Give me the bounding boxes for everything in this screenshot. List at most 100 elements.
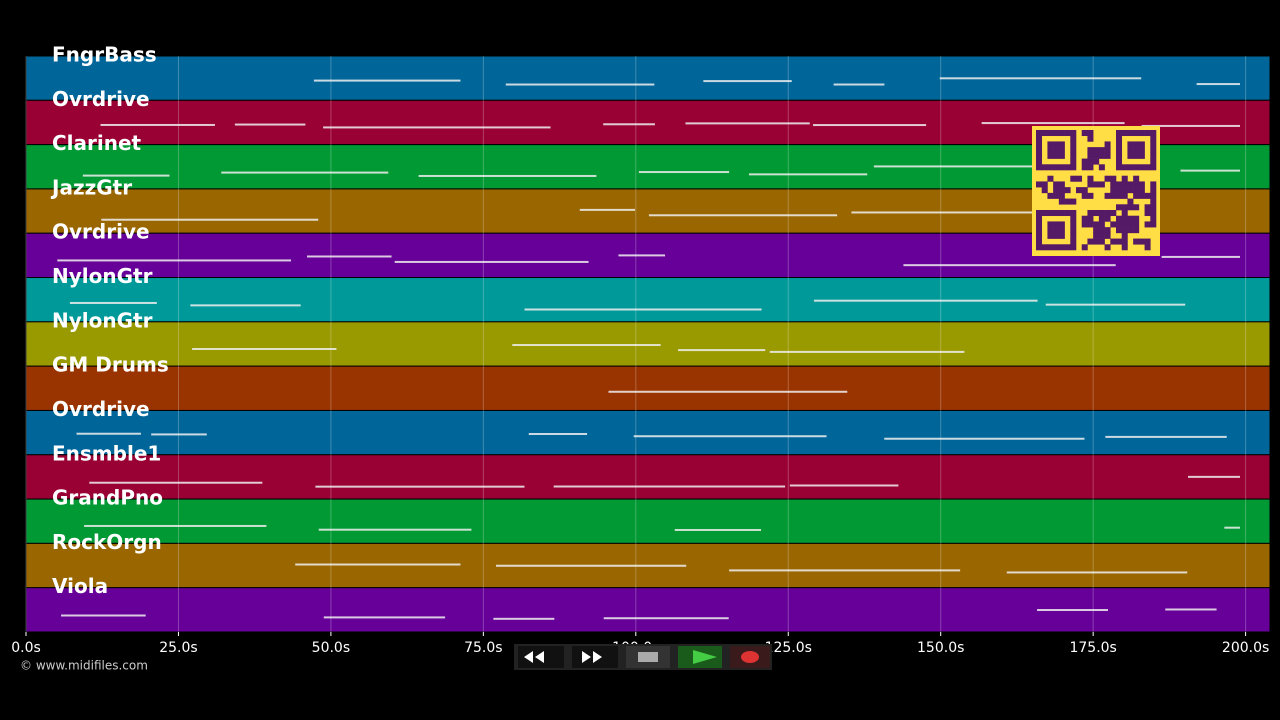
- track-name: GM Drums: [52, 353, 169, 377]
- qr-cell: [1150, 130, 1157, 137]
- qr-cell: [1064, 210, 1071, 217]
- note: [685, 122, 810, 125]
- qr-cell: [1098, 181, 1105, 188]
- qr-cell: [1127, 130, 1134, 137]
- qr-cell: [1104, 147, 1111, 154]
- qr-cell: [1121, 181, 1128, 188]
- note: [84, 524, 267, 527]
- qr-cell: [1047, 210, 1054, 217]
- qr-cell: [1053, 192, 1060, 199]
- qr-cell: [1070, 147, 1077, 154]
- track-name: JazzGtr: [50, 175, 132, 199]
- note: [939, 77, 1142, 80]
- qr-cell: [1144, 244, 1151, 251]
- qr-cell: [1047, 164, 1054, 171]
- qr-cell: [1133, 192, 1140, 199]
- note: [394, 260, 589, 263]
- qr-cell: [1058, 141, 1065, 148]
- qr-cell: [1076, 187, 1083, 194]
- qr-cell: [1116, 158, 1123, 165]
- qr-cell: [1150, 141, 1157, 148]
- qr-cell: [1058, 130, 1065, 137]
- qr-cell: [1036, 181, 1043, 188]
- qr-cell: [1081, 192, 1088, 199]
- qr-cell: [1047, 141, 1054, 148]
- qr-cell: [1150, 147, 1157, 154]
- track-band: [25, 365, 1271, 411]
- qr-cell: [1150, 152, 1157, 159]
- qr-cell: [1058, 221, 1065, 228]
- qr-cell: [1081, 164, 1088, 171]
- qr-cell: [1144, 130, 1151, 137]
- qr-cell: [1127, 152, 1134, 159]
- notes: [57, 77, 1240, 620]
- qr-cell: [1041, 210, 1048, 217]
- qr-cell: [1150, 164, 1157, 171]
- qr-cell: [1121, 164, 1128, 171]
- note: [1105, 435, 1227, 438]
- note: [1045, 303, 1186, 306]
- stop-button[interactable]: [626, 646, 670, 668]
- qr-cell: [1116, 141, 1123, 148]
- qr-cell: [1098, 232, 1105, 239]
- note: [1196, 83, 1240, 86]
- track-name: GrandPno: [52, 486, 163, 510]
- note: [69, 301, 157, 304]
- qr-cell: [1093, 152, 1100, 159]
- qr-cell: [1093, 221, 1100, 228]
- qr-cell: [1144, 221, 1151, 228]
- track-name: Ovrdrive: [52, 87, 150, 111]
- record-button[interactable]: [730, 646, 770, 668]
- track-band: [25, 409, 1271, 456]
- note: [1037, 609, 1108, 612]
- qr-cell: [1058, 152, 1065, 159]
- qr-cell: [1150, 181, 1157, 188]
- forward-button[interactable]: [572, 646, 618, 668]
- note: [851, 211, 1068, 214]
- note: [61, 614, 146, 617]
- track-band: [25, 277, 1271, 323]
- qr-cell: [1121, 192, 1128, 199]
- qr-cell: [1121, 244, 1128, 251]
- note: [579, 208, 636, 211]
- qr-cell: [1036, 221, 1043, 228]
- qr-cell: [1087, 152, 1094, 159]
- note: [192, 348, 337, 351]
- qr-cell: [1121, 204, 1128, 211]
- qr-cell: [1053, 232, 1060, 239]
- qr-cell: [1036, 232, 1043, 239]
- qr-cell: [1053, 147, 1060, 154]
- qr-cell: [1070, 221, 1077, 228]
- note: [748, 173, 868, 176]
- tick-label: 125.0s: [765, 640, 812, 656]
- qr-cell: [1053, 141, 1060, 148]
- qr-cell: [1116, 164, 1123, 171]
- note: [608, 390, 848, 393]
- qr-cell: [1116, 181, 1123, 188]
- qr-cell: [1036, 238, 1043, 245]
- note: [190, 304, 301, 307]
- qr-cell: [1053, 152, 1060, 159]
- qr-cell: [1087, 221, 1094, 228]
- icon: [638, 652, 658, 662]
- rewind-button[interactable]: [518, 646, 564, 668]
- qr-cell: [1087, 210, 1094, 217]
- qr-cell: [1127, 141, 1134, 148]
- qr-cell: [1076, 175, 1083, 182]
- note: [833, 83, 885, 86]
- play-button[interactable]: [678, 646, 722, 668]
- note: [295, 563, 461, 566]
- qr-cell: [1121, 238, 1128, 245]
- qr-cell: [1121, 187, 1128, 194]
- qr-cell: [1144, 192, 1151, 199]
- playback-controls: [514, 644, 772, 670]
- qr-cell: [1087, 164, 1094, 171]
- note: [769, 350, 965, 353]
- note: [418, 174, 597, 177]
- qr-cell: [1070, 238, 1077, 245]
- qr-cell: [1047, 192, 1054, 199]
- track-name: Ovrdrive: [52, 220, 150, 244]
- note: [496, 564, 687, 567]
- qr-cell: [1064, 187, 1071, 194]
- qr-cell: [1041, 164, 1048, 171]
